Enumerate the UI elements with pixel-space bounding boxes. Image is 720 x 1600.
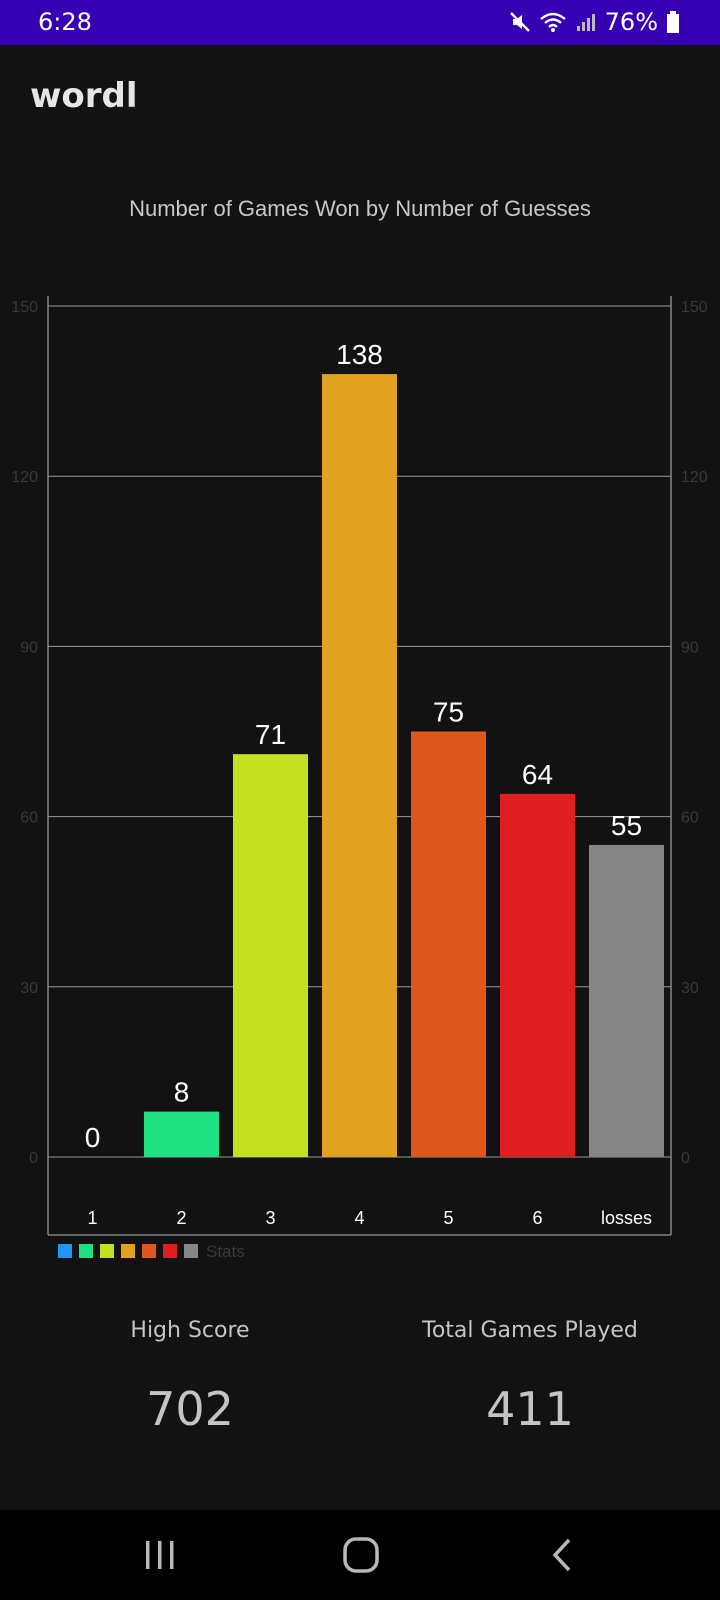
high-score-label: High Score [130, 1318, 250, 1343]
status-icons: 76% [509, 6, 680, 38]
recent-apps-icon[interactable] [130, 1530, 190, 1580]
chart-legend: Stats [58, 1242, 245, 1260]
bar [144, 1111, 219, 1157]
app-title: wordl [30, 76, 138, 116]
home-icon[interactable] [331, 1530, 391, 1580]
wifi-icon [539, 11, 567, 33]
legend-label: Stats [206, 1242, 245, 1260]
y-tick-label-right: 30 [681, 980, 699, 997]
chart-bars: 0 1 8 2 71 3 138 4 75 5 64 6 55 losses [85, 339, 664, 1228]
bar [500, 793, 575, 1157]
legend-swatch [121, 1244, 135, 1258]
y-tick-label-right: 120 [681, 469, 708, 486]
navigation-bar [0, 1510, 720, 1600]
y-tick-label-right: 0 [681, 1150, 690, 1167]
x-tick-label: 5 [443, 1208, 453, 1228]
legend-swatch [184, 1244, 198, 1258]
legend-swatch [142, 1244, 156, 1258]
x-tick-label: 6 [532, 1208, 542, 1228]
legend-swatch [100, 1244, 114, 1258]
back-icon[interactable] [532, 1530, 592, 1580]
bar [411, 731, 486, 1157]
battery-icon [666, 10, 680, 34]
battery-percent: 76% [604, 8, 658, 36]
y-tick-label-left: 0 [29, 1150, 38, 1167]
bar-value-label: 71 [255, 719, 286, 750]
bar [322, 374, 397, 1157]
total-games-value: 411 [486, 1382, 574, 1436]
status-time: 6:28 [38, 8, 92, 36]
bar-value-label: 8 [174, 1077, 190, 1108]
y-tick-label-left: 90 [20, 639, 38, 656]
chart-title: Number of Games Won by Number of Guesses [129, 196, 591, 221]
legend-swatch [163, 1244, 177, 1258]
chart: Number of Games Won by Number of Guesses… [0, 180, 720, 1260]
bar-value-label: 138 [336, 339, 383, 370]
bar [233, 754, 308, 1157]
legend-swatch [79, 1244, 93, 1258]
bar-value-label: 55 [611, 810, 642, 841]
y-tick-label-right: 90 [681, 639, 699, 656]
y-tick-label-left: 120 [11, 469, 38, 486]
legend-swatch [58, 1244, 72, 1258]
bar-chart-svg: Number of Games Won by Number of Guesses… [11, 196, 708, 1260]
y-tick-label-right: 60 [681, 810, 699, 827]
bar-value-label: 64 [522, 759, 553, 790]
signal-icon [575, 11, 597, 33]
x-tick-label: 2 [176, 1208, 186, 1228]
status-bar: 6:28 76% [0, 0, 720, 45]
y-tick-label-right: 150 [681, 299, 708, 316]
bar-value-label: 75 [433, 697, 464, 728]
x-tick-label: 1 [87, 1208, 97, 1228]
y-tick-label-left: 150 [11, 299, 38, 316]
x-tick-label: 4 [354, 1208, 364, 1228]
total-games-label: Total Games Played [422, 1318, 638, 1343]
bar [589, 844, 664, 1157]
y-tick-label-left: 30 [20, 980, 38, 997]
x-tick-label: 3 [265, 1208, 275, 1228]
y-tick-label-left: 60 [20, 810, 38, 827]
x-tick-label: losses [601, 1208, 652, 1228]
bar-value-label: 0 [85, 1122, 101, 1153]
mute-icon [509, 11, 531, 33]
high-score-value: 702 [146, 1382, 234, 1436]
